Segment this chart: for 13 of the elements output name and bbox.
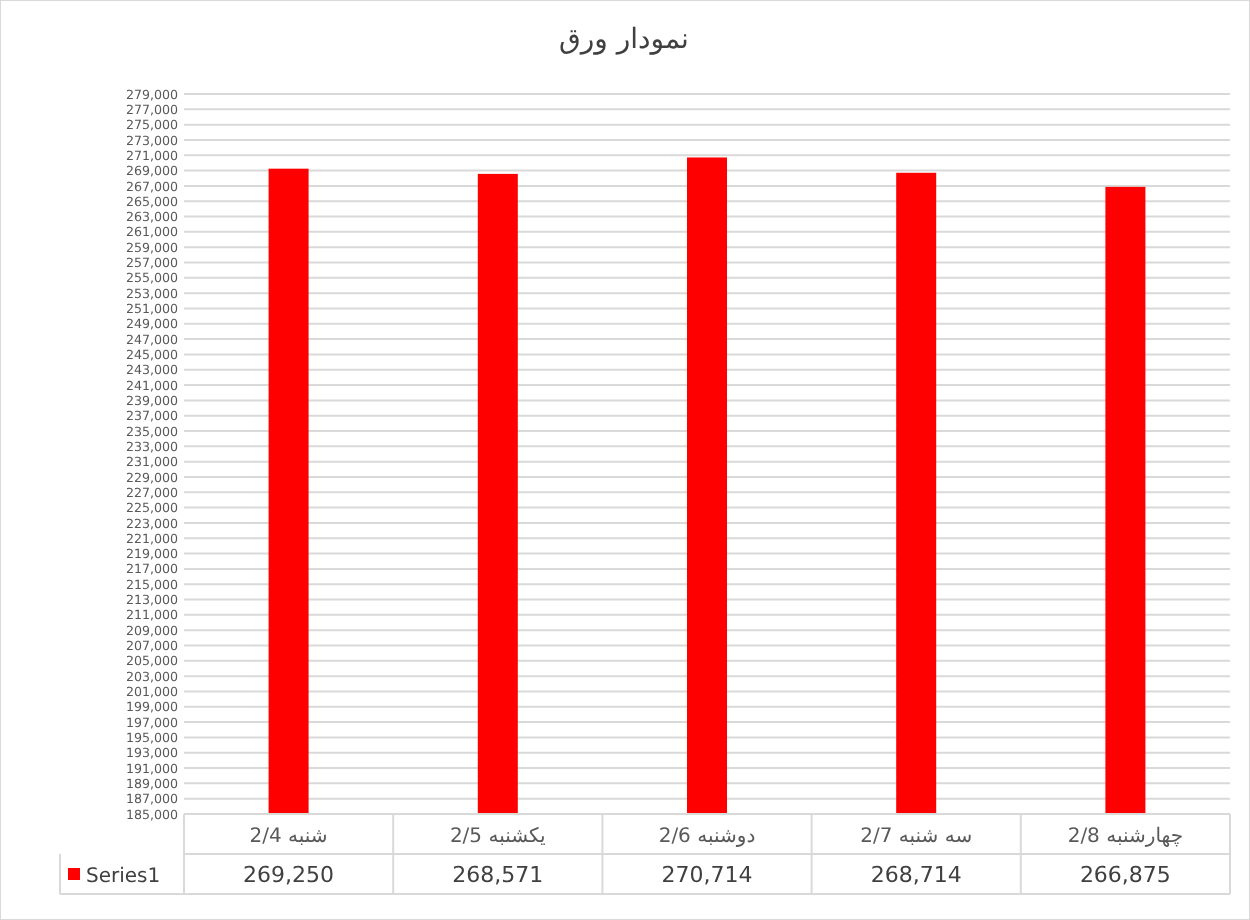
x-tick-label: دوشنبه 2/6 bbox=[658, 826, 756, 848]
x-tick-label: شنبه 2/4 bbox=[249, 826, 328, 848]
x-tick-label: چهارشنبه 2/8 bbox=[1067, 826, 1184, 848]
legend-label: Series1 bbox=[86, 866, 161, 888]
data-label: 268,714 bbox=[870, 862, 962, 888]
data-label: 266,875 bbox=[1079, 862, 1171, 888]
data-label: 269,250 bbox=[243, 862, 335, 888]
data-label: 270,714 bbox=[661, 862, 753, 888]
data-label: 268,571 bbox=[452, 862, 544, 888]
x-tick-label: سه شنبه 2/7 bbox=[860, 826, 973, 848]
x-tick-label: یکشنبه 2/5 bbox=[449, 826, 547, 848]
title: نمودار ورق bbox=[559, 24, 689, 56]
legend: Series1 bbox=[68, 866, 161, 888]
